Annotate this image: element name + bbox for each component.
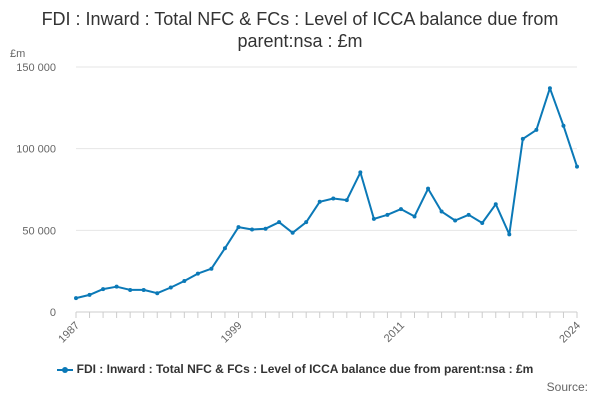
data-point[interactable] bbox=[493, 202, 498, 207]
y-tick-label: 0 bbox=[50, 307, 56, 319]
data-point[interactable] bbox=[128, 287, 133, 292]
y-tick-label: 100 000 bbox=[16, 144, 56, 156]
data-point[interactable] bbox=[209, 266, 214, 271]
data-point[interactable] bbox=[195, 271, 200, 276]
data-point[interactable] bbox=[412, 214, 417, 219]
data-point[interactable] bbox=[426, 186, 431, 191]
y-axis-unit-label: £m bbox=[10, 48, 25, 60]
data-point[interactable] bbox=[87, 292, 92, 297]
data-point[interactable] bbox=[344, 198, 349, 203]
data-point[interactable] bbox=[304, 220, 309, 225]
data-point[interactable] bbox=[290, 230, 295, 235]
data-point[interactable] bbox=[263, 226, 268, 231]
data-point[interactable] bbox=[222, 246, 227, 251]
data-point[interactable] bbox=[236, 225, 241, 230]
data-point[interactable] bbox=[317, 199, 322, 204]
axis-layer: 0 50 000 100 000 150 000 1987 1999 2011 2024 bbox=[16, 62, 583, 345]
data-point[interactable] bbox=[74, 296, 78, 301]
data-point[interactable] bbox=[277, 220, 282, 225]
data-point[interactable] bbox=[575, 164, 579, 169]
series-line[interactable] bbox=[75, 87, 578, 300]
data-point[interactable] bbox=[358, 170, 363, 175]
legend-swatch bbox=[56, 365, 73, 375]
legend[interactable]: FDI : Inward : Total NFC & FCs : Level o… bbox=[0, 362, 590, 376]
y-tick-label: 150 000 bbox=[16, 62, 56, 74]
chart-title: FDI : Inward : Total NFC & FCs : Level o… bbox=[41, 9, 559, 51]
data-point[interactable] bbox=[547, 86, 552, 91]
y-tick-label: 50 000 bbox=[22, 225, 56, 237]
grid-layer bbox=[76, 66, 577, 313]
data-point[interactable] bbox=[155, 291, 160, 296]
source-label: Source: bbox=[546, 380, 588, 394]
data-point[interactable] bbox=[182, 278, 187, 283]
data-point[interactable] bbox=[371, 216, 376, 221]
data-point[interactable] bbox=[398, 207, 403, 212]
data-point[interactable] bbox=[168, 285, 173, 290]
data-point[interactable] bbox=[561, 123, 566, 128]
x-tick-label: 1987 bbox=[56, 320, 82, 346]
x-tick-label: 2024 bbox=[557, 320, 583, 346]
data-point[interactable] bbox=[141, 287, 146, 292]
data-point[interactable] bbox=[534, 127, 539, 132]
x-tick-label: 1999 bbox=[219, 320, 245, 346]
data-point[interactable] bbox=[114, 284, 119, 289]
series-layer bbox=[74, 86, 579, 301]
data-point[interactable] bbox=[250, 227, 255, 232]
data-point[interactable] bbox=[480, 220, 485, 225]
data-point[interactable] bbox=[520, 136, 525, 141]
legend-label: FDI : Inward : Total NFC & FCs : Level o… bbox=[76, 362, 534, 376]
data-point[interactable] bbox=[439, 209, 444, 214]
data-point[interactable] bbox=[466, 212, 471, 217]
data-point[interactable] bbox=[453, 218, 458, 223]
x-tick-label: 2011 bbox=[382, 320, 407, 345]
data-point[interactable] bbox=[331, 196, 336, 201]
data-point[interactable] bbox=[385, 212, 390, 217]
data-point[interactable] bbox=[101, 287, 106, 292]
data-point[interactable] bbox=[507, 232, 512, 237]
